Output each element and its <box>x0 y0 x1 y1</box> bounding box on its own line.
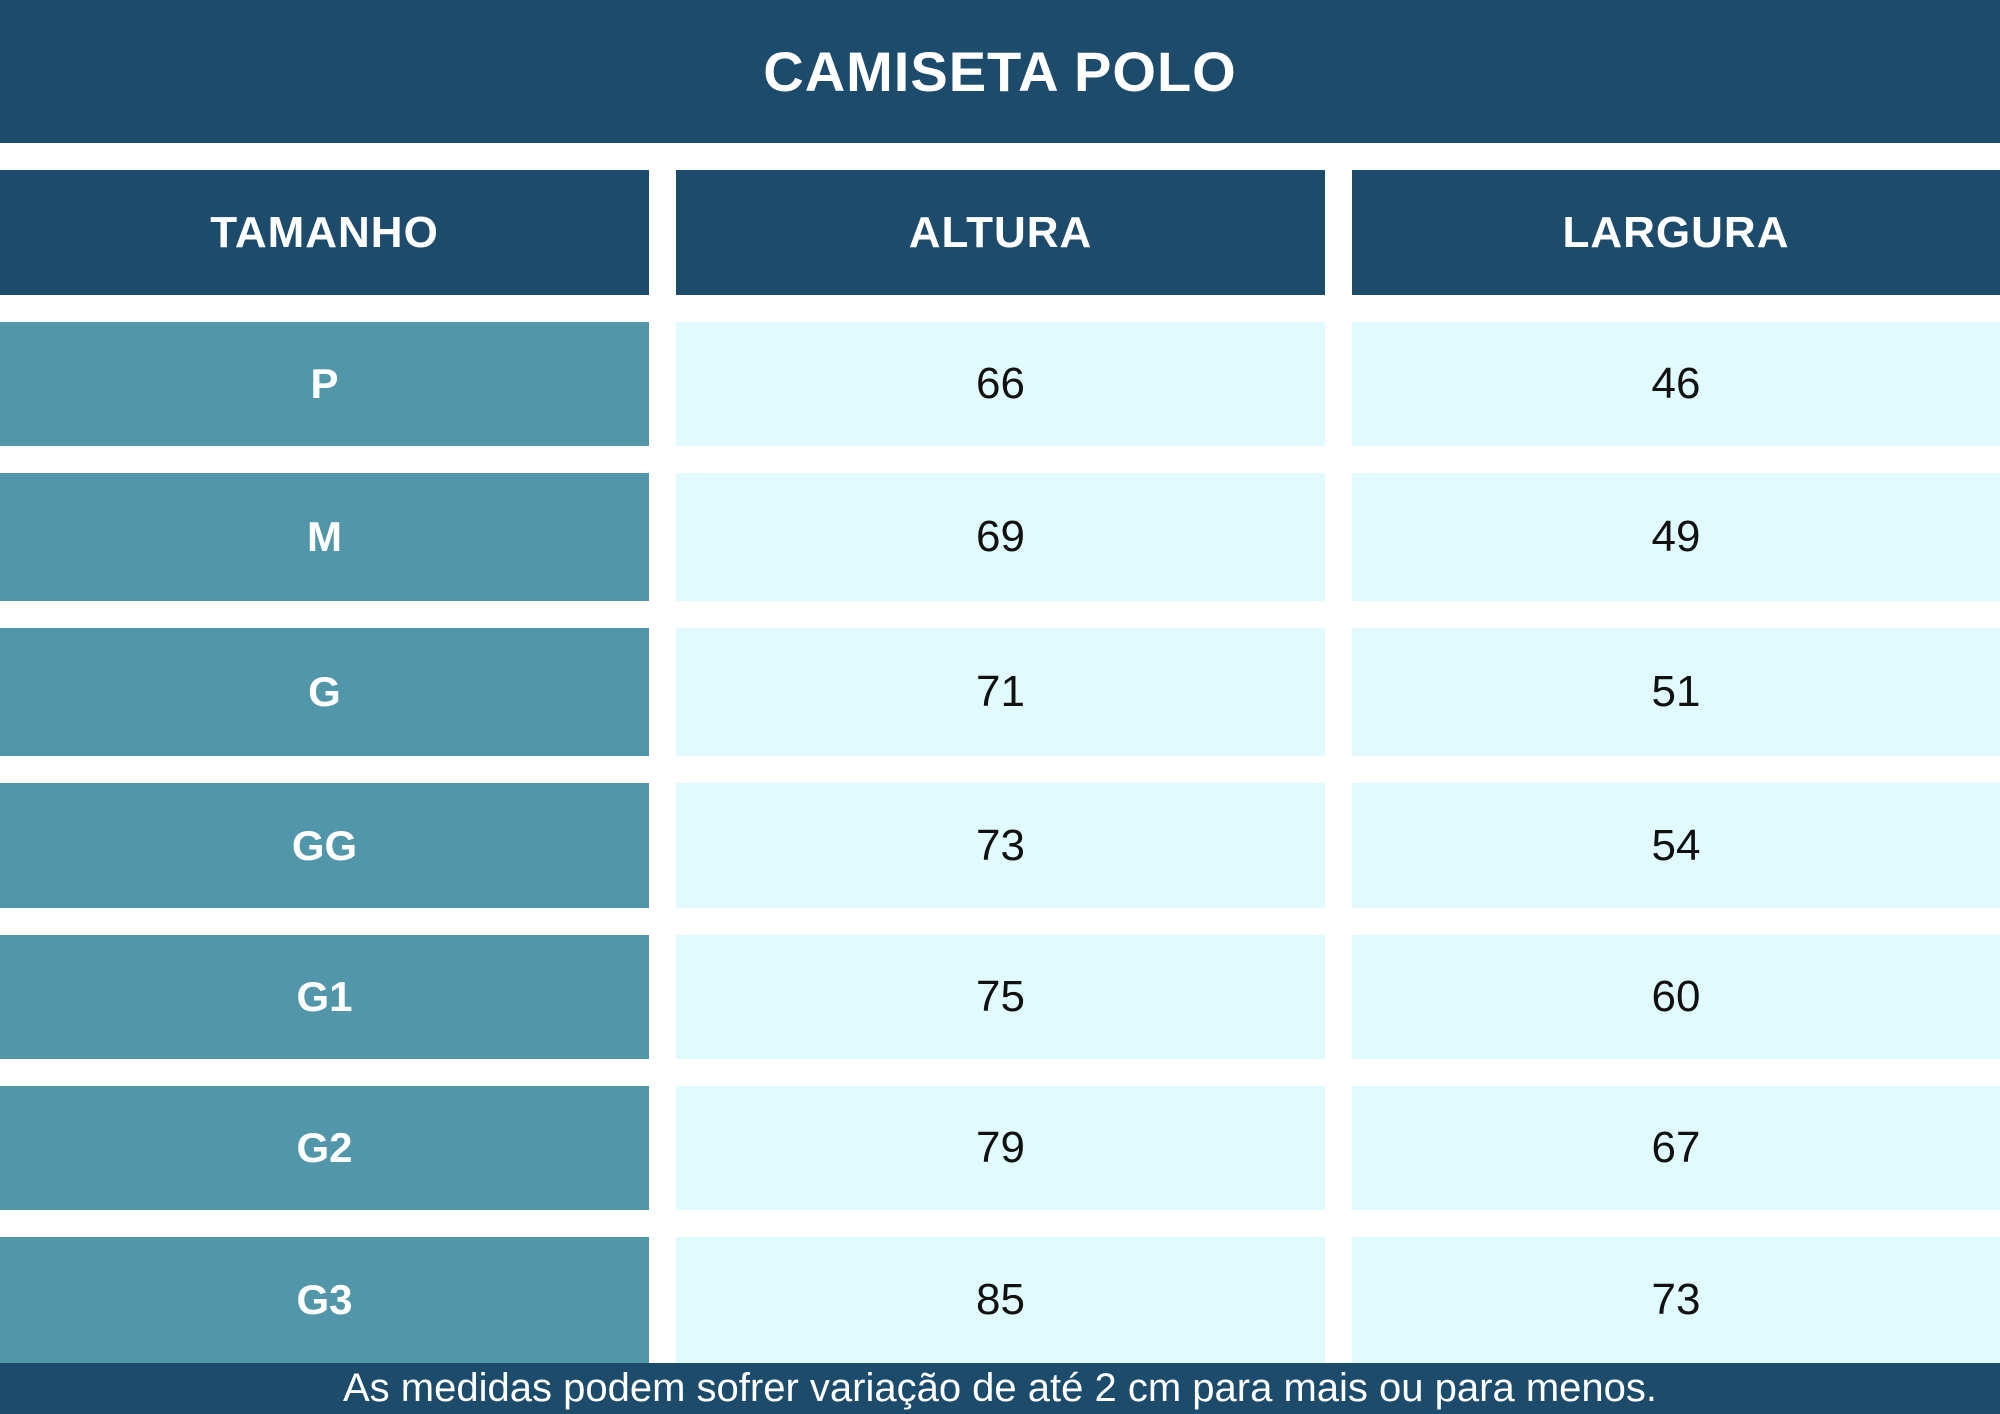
page-title: CAMISETA POLO <box>763 40 1237 103</box>
size-cell-g2: G2 <box>0 1086 649 1210</box>
largura-cell-g2: 67 <box>1352 1086 2000 1210</box>
largura-cell-p: 46 <box>1352 322 2000 446</box>
largura-cell-gg: 54 <box>1352 783 2000 908</box>
size-cell-m: M <box>0 473 649 601</box>
altura-cell-g2: 79 <box>676 1086 1325 1210</box>
altura-cell-gg: 73 <box>676 783 1325 908</box>
altura-cell-g3: 85 <box>676 1237 1325 1363</box>
largura-cell-m: 49 <box>1352 473 2000 601</box>
footer-bar: As medidas podem sofrer variação de até … <box>0 1363 2000 1414</box>
size-cell-g3: G3 <box>0 1237 649 1363</box>
column-header-tamanho: TAMANHO <box>0 170 649 295</box>
altura-cell-p: 66 <box>676 322 1325 446</box>
altura-cell-g1: 75 <box>676 935 1325 1059</box>
altura-cell-g: 71 <box>676 628 1325 756</box>
size-cell-g: G <box>0 628 649 756</box>
footer-note: As medidas podem sofrer variação de até … <box>343 1366 1657 1410</box>
largura-cell-g1: 60 <box>1352 935 2000 1059</box>
title-bar: CAMISETA POLO <box>0 0 2000 143</box>
size-cell-g1: G1 <box>0 935 649 1059</box>
altura-cell-m: 69 <box>676 473 1325 601</box>
largura-cell-g3: 73 <box>1352 1237 2000 1363</box>
column-header-largura: LARGURA <box>1352 170 2000 295</box>
size-cell-p: P <box>0 322 649 446</box>
column-header-altura: ALTURA <box>676 170 1325 295</box>
largura-cell-g: 51 <box>1352 628 2000 756</box>
size-cell-gg: GG <box>0 783 649 908</box>
